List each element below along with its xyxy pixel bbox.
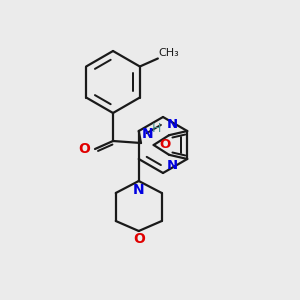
Text: H: H bbox=[152, 122, 161, 135]
Text: CH₃: CH₃ bbox=[159, 47, 180, 58]
Text: O: O bbox=[133, 232, 145, 246]
Text: N: N bbox=[142, 127, 154, 141]
Text: O: O bbox=[160, 139, 171, 152]
Text: O: O bbox=[78, 142, 90, 156]
Text: N: N bbox=[167, 118, 178, 131]
Text: N: N bbox=[167, 159, 178, 172]
Text: N: N bbox=[133, 183, 145, 197]
